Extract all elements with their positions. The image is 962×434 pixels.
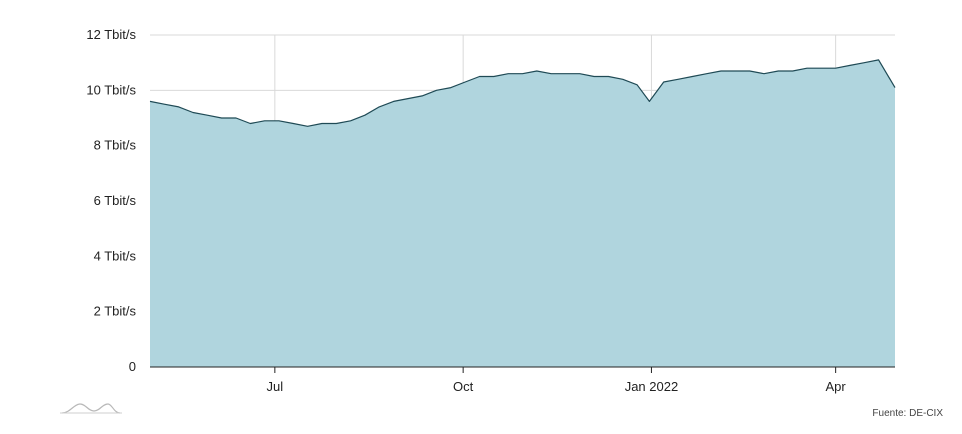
source-label: Fuente: DE-CIX <box>872 408 943 419</box>
y-tick-label: 6 Tbit/s <box>94 193 137 208</box>
y-tick-label: 2 Tbit/s <box>94 304 137 319</box>
y-tick-label: 12 Tbit/s <box>86 27 136 42</box>
y-tick-label: 8 Tbit/s <box>94 138 137 153</box>
x-tick-label: Jul <box>267 379 284 394</box>
area-layer <box>149 59 896 368</box>
traffic-area <box>150 59 895 368</box>
y-tick-label: 10 Tbit/s <box>86 82 136 97</box>
x-tick-label: Apr <box>826 379 847 394</box>
y-tick-label: 4 Tbit/s <box>94 248 137 263</box>
x-tick-label: Oct <box>453 379 474 394</box>
axis-layer <box>150 366 895 373</box>
y-tick-labels: 0 2 Tbit/s 4 Tbit/s 6 Tbit/s 8 Tbit/s 10 Tbit… <box>86 27 136 374</box>
y-tick-label: 0 <box>129 359 136 374</box>
x-tick-labels: Jul Oct Jan 2022 Apr <box>267 379 847 394</box>
x-tick-label: Jan 2022 <box>625 379 679 394</box>
chart-logo-icon <box>60 403 122 414</box>
traffic-line <box>149 59 896 127</box>
